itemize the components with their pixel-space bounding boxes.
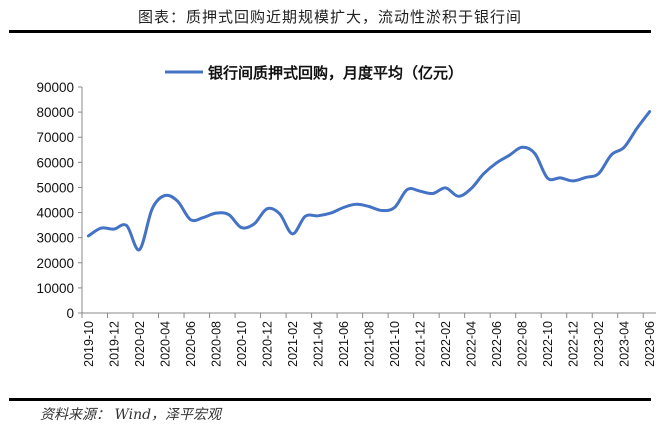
x-tick-label: 2022-12 [567, 321, 581, 367]
y-tick-label: 60000 [36, 155, 74, 170]
y-tick-label: 40000 [36, 206, 74, 221]
x-tick-label: 2021-10 [388, 321, 402, 367]
x-tick-label: 2020-04 [158, 321, 172, 367]
y-tick-label: 20000 [36, 256, 74, 271]
x-tick-label: 2022-08 [516, 321, 530, 367]
x-tick-label: 2022-04 [465, 321, 479, 367]
x-tick-label: 2023-04 [618, 321, 632, 367]
figure-title: 图表：质押式回购近期规模扩大，流动性淤积于银行间 [137, 8, 522, 26]
source-note: 资料来源： Wind，泽平宏观 [40, 407, 222, 423]
x-tick-label: 2021-06 [337, 321, 351, 367]
x-tick-label: 2021-08 [363, 321, 377, 367]
x-tick-label: 2021-04 [311, 321, 325, 367]
y-tick-label: 0 [66, 306, 74, 321]
series-line [86, 110, 652, 252]
x-tick-label: 2020-10 [235, 321, 249, 367]
x-tick-label: 2023-02 [592, 321, 606, 367]
x-tick-label: 2023-06 [643, 321, 657, 367]
y-tick-label: 10000 [36, 281, 74, 296]
x-tick-label: 2022-02 [439, 321, 453, 367]
x-tick-label: 2019-10 [82, 321, 96, 367]
line-chart: 银行间质押式回购，月度平均（亿元） 0 10000 20000 30000 40000 5… [36, 64, 657, 367]
x-axis: 2019-10 2019-12 2020-02 2020-04 2020-06 2020-… [81, 312, 657, 367]
legend: 银行间质押式回购，月度平均（亿元） [165, 64, 463, 82]
y-tick-label: 90000 [36, 80, 74, 95]
y-axis: 0 10000 20000 30000 40000 50000 60000 70000 8000… [36, 80, 83, 321]
x-tick-label: 2020-12 [260, 321, 274, 367]
x-tick-label: 2021-12 [414, 321, 428, 367]
y-tick-label: 30000 [36, 231, 74, 246]
x-tick-label: 2022-10 [541, 321, 555, 367]
y-tick-label: 50000 [36, 180, 74, 195]
x-tick-label: 2020-08 [209, 321, 223, 367]
x-tick-label: 2019-12 [107, 321, 121, 367]
legend-label: 银行间质押式回购，月度平均（亿元） [208, 64, 463, 82]
x-tick-label: 2020-02 [133, 321, 147, 367]
x-tick-label: 2020-06 [184, 321, 198, 367]
top-rule [9, 30, 651, 33]
x-tick-label: 2021-02 [286, 321, 300, 367]
bottom-rule [9, 398, 651, 401]
y-tick-label: 80000 [36, 105, 74, 120]
y-tick-label: 70000 [36, 130, 74, 145]
x-tick-label: 2022-06 [490, 321, 504, 367]
